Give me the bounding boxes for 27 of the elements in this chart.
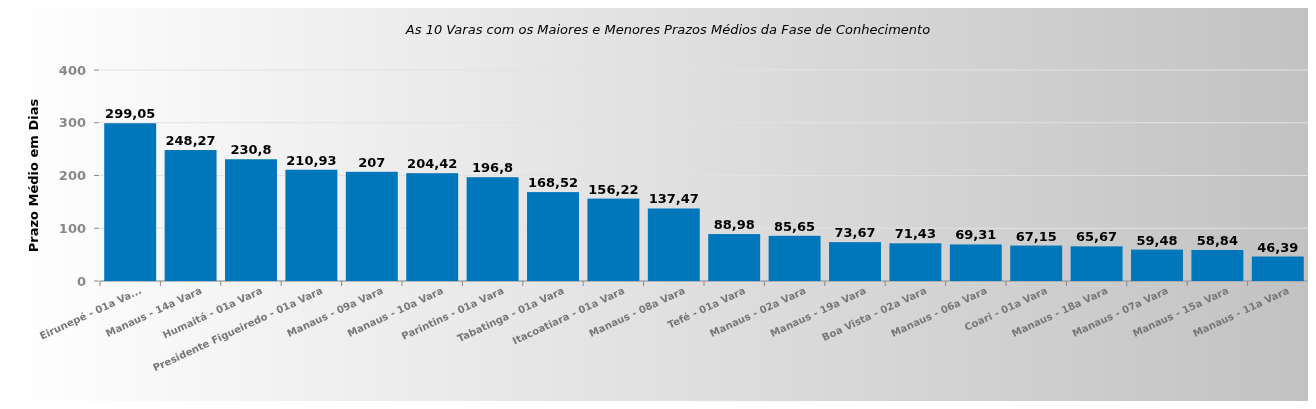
data-label: 156,22 — [588, 181, 639, 197]
data-label: 207 — [358, 154, 386, 170]
data-label: 137,47 — [648, 191, 699, 207]
data-label: 210,93 — [286, 152, 337, 168]
y-tick-label: 100 — [58, 220, 86, 236]
data-label: 73,67 — [834, 225, 876, 241]
data-label: 88,98 — [713, 217, 755, 233]
data-label: 299,05 — [105, 106, 156, 122]
data-label: 69,31 — [955, 227, 997, 243]
data-label: 58,84 — [1196, 232, 1238, 248]
data-label: 248,27 — [165, 133, 216, 149]
data-label: 168,52 — [527, 175, 579, 191]
y-tick-label: 0 — [76, 273, 86, 289]
y-tick-label: 300 — [58, 115, 86, 131]
data-label: 230,8 — [230, 142, 272, 158]
y-tick-label: 200 — [58, 168, 86, 184]
data-label: 67,15 — [1015, 228, 1057, 244]
data-label: 46,39 — [1257, 239, 1299, 255]
y-tick-label: 400 — [58, 62, 86, 78]
data-label: 204,42 — [407, 156, 458, 172]
chart-title: As 10 Varas com os Maiores e Menores Prazos Médios da Fase de Conhecimento — [404, 22, 931, 37]
data-label: 59,48 — [1136, 232, 1178, 248]
y-axis-title: Prazo Médio em Dias — [26, 98, 41, 253]
data-label: 71,43 — [894, 226, 936, 242]
data-label: 65,67 — [1076, 229, 1118, 245]
data-label: 196,8 — [472, 160, 514, 176]
data-label: 85,65 — [774, 218, 816, 234]
